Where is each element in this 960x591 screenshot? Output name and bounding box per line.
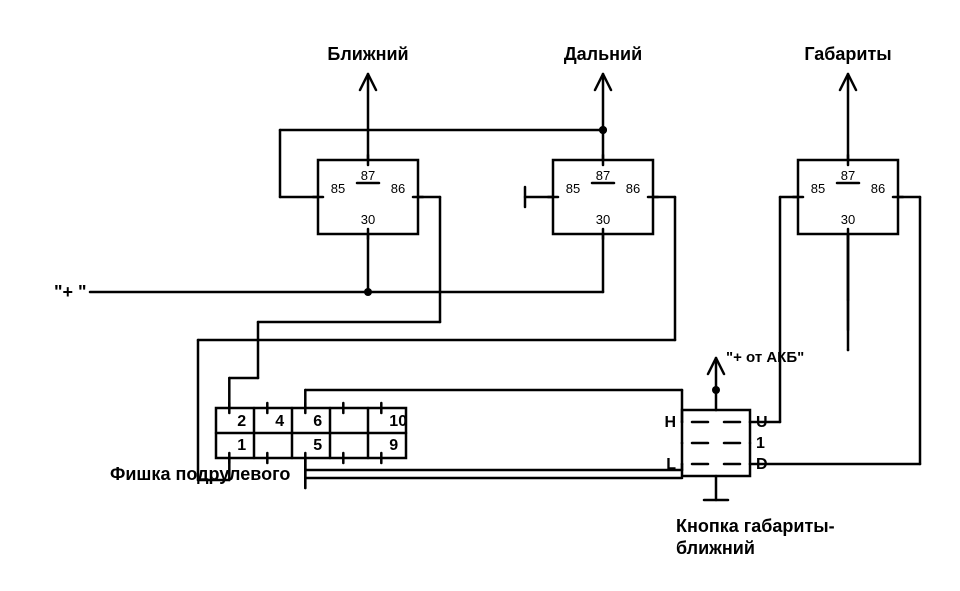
svg-text:9: 9 xyxy=(389,437,398,454)
svg-text:87: 87 xyxy=(361,168,375,183)
svg-text:ближний: ближний xyxy=(676,538,755,558)
svg-text:86: 86 xyxy=(391,181,405,196)
svg-text:1: 1 xyxy=(756,435,765,452)
svg-text:87: 87 xyxy=(596,168,610,183)
svg-text:30: 30 xyxy=(596,212,610,227)
svg-text:86: 86 xyxy=(626,181,640,196)
svg-text:85: 85 xyxy=(811,181,825,196)
svg-text:4: 4 xyxy=(275,413,284,430)
svg-text:85: 85 xyxy=(331,181,345,196)
svg-text:H: H xyxy=(664,414,676,431)
svg-text:1: 1 xyxy=(237,437,246,454)
svg-text:Кнопка габариты-: Кнопка габариты- xyxy=(676,516,835,536)
svg-text:30: 30 xyxy=(361,212,375,227)
svg-text:6: 6 xyxy=(313,413,322,430)
svg-text:10: 10 xyxy=(389,413,407,430)
svg-text:30: 30 xyxy=(841,212,855,227)
svg-text:2: 2 xyxy=(237,413,246,430)
svg-text:85: 85 xyxy=(566,181,580,196)
svg-text:Ближний: Ближний xyxy=(327,44,408,64)
svg-text:"+ ": "+ " xyxy=(54,282,87,302)
svg-text:87: 87 xyxy=(841,168,855,183)
svg-text:L: L xyxy=(666,456,676,473)
svg-text:Дальний: Дальний xyxy=(564,44,642,64)
svg-text:Габариты: Габариты xyxy=(804,44,891,64)
svg-text:5: 5 xyxy=(313,437,322,454)
svg-text:86: 86 xyxy=(871,181,885,196)
circuit-diagram: Ближний Дальний Габариты 87 85 86 30 87 85 86 30 87… xyxy=(0,0,960,591)
svg-text:"+ от АКБ": "+ от АКБ" xyxy=(726,349,804,366)
